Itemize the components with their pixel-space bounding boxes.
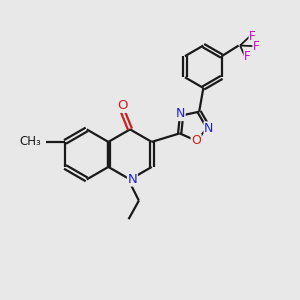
Text: N: N [128,173,137,186]
Text: F: F [244,50,251,63]
Text: N: N [204,122,213,135]
Text: F: F [249,30,256,43]
Text: O: O [117,99,128,112]
Text: CH₃: CH₃ [20,135,41,148]
Text: O: O [191,134,201,147]
Text: F: F [253,40,260,52]
Text: N: N [176,107,185,121]
